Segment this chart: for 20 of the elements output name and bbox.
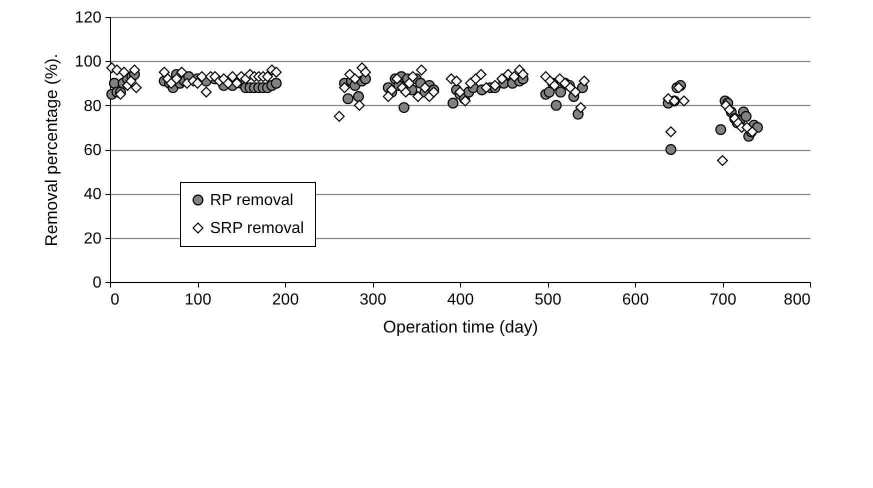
y-tick-label: 100 xyxy=(74,54,102,71)
x-tick-label: 100 xyxy=(184,292,212,308)
legend-label: RP removal xyxy=(210,192,294,209)
y-tick-label: 80 xyxy=(84,98,102,115)
x-tick-label: 400 xyxy=(447,292,474,308)
y-axis-title: Removal percentage (%). xyxy=(42,54,61,246)
x-tick-label: 200 xyxy=(272,292,299,308)
y-tick-label: 40 xyxy=(84,186,102,204)
x-tick-label: 500 xyxy=(534,292,562,308)
y-tick-label: 120 xyxy=(74,10,102,26)
x-tick-label: 700 xyxy=(710,292,736,308)
x-tick-label: 0 xyxy=(110,292,120,308)
y-tick-label: 60 xyxy=(84,142,102,159)
x-axis-title: Operation time (day) xyxy=(383,318,538,336)
x-tick-label: 600 xyxy=(622,292,649,308)
x-tick-label: 300 xyxy=(360,292,386,308)
y-tick-label: 20 xyxy=(84,230,102,248)
y-tick-label: 0 xyxy=(92,274,102,292)
legend-label: SRP removal xyxy=(210,220,304,237)
x-tick-label: 800 xyxy=(784,292,811,308)
